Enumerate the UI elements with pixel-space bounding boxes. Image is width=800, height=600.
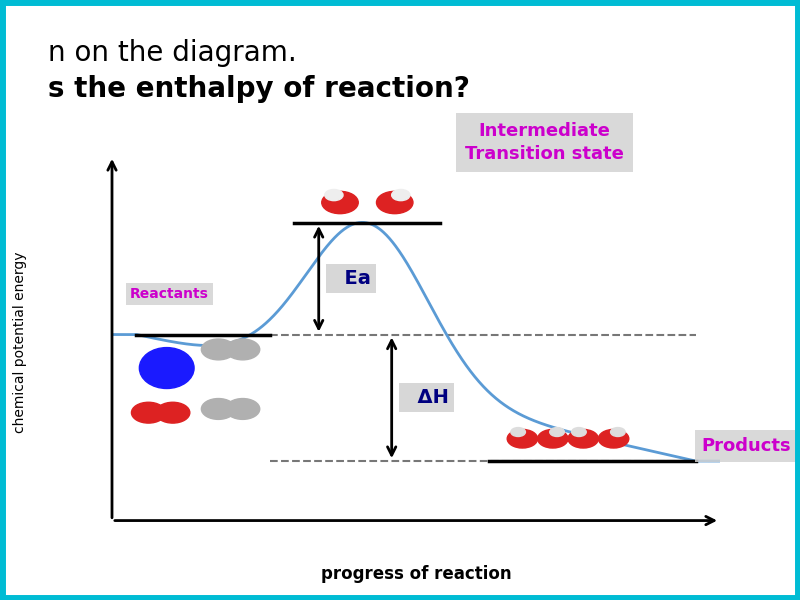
Circle shape xyxy=(131,402,166,423)
Circle shape xyxy=(511,428,526,436)
Text: Ea: Ea xyxy=(331,269,370,288)
Circle shape xyxy=(322,191,358,214)
Circle shape xyxy=(377,191,413,214)
Circle shape xyxy=(568,430,598,448)
Text: progress of reaction: progress of reaction xyxy=(321,565,511,583)
Text: chemical potential energy: chemical potential energy xyxy=(13,251,27,433)
Circle shape xyxy=(202,398,235,419)
Circle shape xyxy=(226,398,260,419)
Text: Products: Products xyxy=(702,437,791,455)
Circle shape xyxy=(156,402,190,423)
Circle shape xyxy=(610,428,625,436)
Circle shape xyxy=(226,339,260,360)
Text: Intermediate
Transition state: Intermediate Transition state xyxy=(465,122,623,163)
Text: Reactants: Reactants xyxy=(130,287,209,301)
Text: ΔH: ΔH xyxy=(404,388,449,407)
Circle shape xyxy=(507,430,538,448)
Circle shape xyxy=(572,428,586,436)
Text: s the enthalpy of reaction?: s the enthalpy of reaction? xyxy=(48,75,470,103)
Circle shape xyxy=(392,190,410,200)
Circle shape xyxy=(538,430,568,448)
Circle shape xyxy=(550,428,564,436)
Circle shape xyxy=(325,190,343,200)
Ellipse shape xyxy=(139,347,194,389)
Text: n on the diagram.: n on the diagram. xyxy=(48,39,297,67)
Circle shape xyxy=(202,339,235,360)
Circle shape xyxy=(598,430,629,448)
